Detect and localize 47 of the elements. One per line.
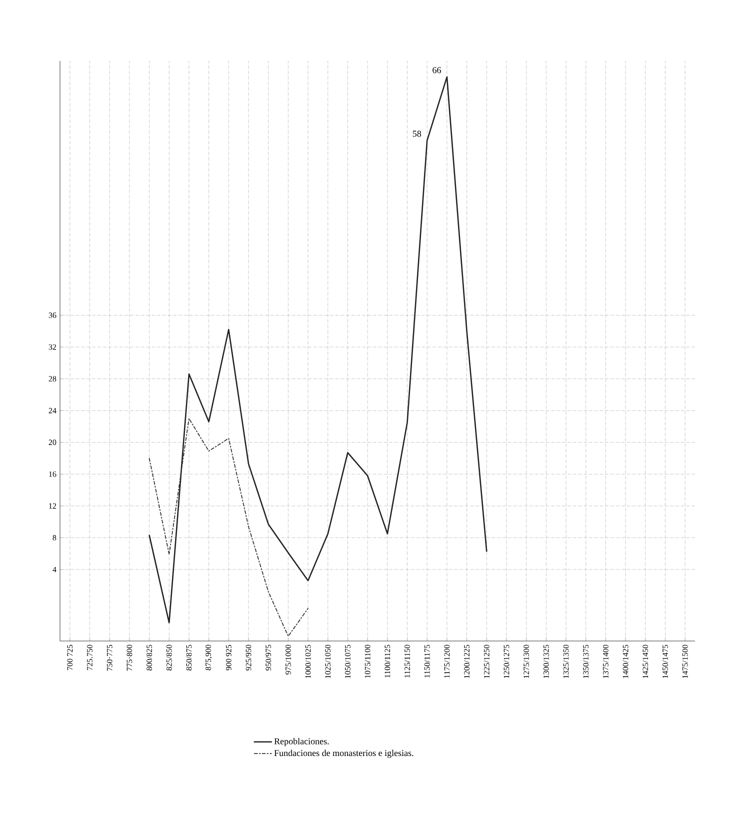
legend-label: Repoblaciones. <box>274 738 329 746</box>
y-tick-label: 20 <box>48 440 56 446</box>
line-series <box>148 418 308 637</box>
x-tick-label: 1225/1250 <box>484 644 490 678</box>
y-tick-label: 32 <box>48 344 56 350</box>
x-tick-label: 1275/1300 <box>524 644 530 678</box>
x-tick-label: 1375/1400 <box>603 644 608 678</box>
x-tick-label: 975/1000 <box>286 644 291 674</box>
x-tick-label: 850/875 <box>186 644 192 670</box>
x-tick-label: 1000/1025 <box>305 644 311 678</box>
data-label: 58 <box>412 130 422 137</box>
y-tick-label: 36 <box>48 312 56 318</box>
x-tick-label: 1400/1425 <box>622 644 628 678</box>
x-tick-label: 825/850 <box>166 644 172 670</box>
x-tick-label: 900 925 <box>226 644 232 670</box>
x-tick-label: 1050/1075 <box>345 644 350 678</box>
x-tick-label: 1200/1225 <box>464 644 470 678</box>
x-tick-label: 1075/1100 <box>364 644 370 678</box>
x-tick-label: 775·800 <box>126 644 132 671</box>
y-tick-label: 16 <box>49 471 56 477</box>
data-label: 66 <box>432 67 441 74</box>
x-tick-label: 725.750 <box>87 644 92 670</box>
x-tick-label: 1250/1275 <box>504 644 510 678</box>
x-tick-label: 1475/1500 <box>682 644 688 678</box>
x-tick-label: 1300/1325 <box>543 644 549 678</box>
x-tick-label: 1100/1125 <box>384 644 390 678</box>
x-tick-label: 1425/1450 <box>642 644 648 678</box>
y-tick-label: 4 <box>52 566 56 572</box>
x-tick-label: 950/975 <box>266 644 272 670</box>
y-tick-label: 8 <box>52 535 56 540</box>
x-tick-label: 875,900 <box>206 644 212 670</box>
x-tick-label: 1350/1375 <box>583 644 589 678</box>
x-tick-label: 800/825 <box>146 644 152 670</box>
x-tick-label: 700 725 <box>67 644 73 670</box>
line-series <box>148 76 488 624</box>
x-tick-label: 1025/1050 <box>325 644 331 678</box>
y-tick-label: 12 <box>49 503 56 509</box>
x-tick-label: 1325/1350 <box>563 644 569 678</box>
x-tick-label: 1175/1200 <box>444 644 450 678</box>
y-tick-label: 24 <box>48 408 56 414</box>
x-tick-label: 1150/1175 <box>424 644 430 678</box>
x-tick-label: 1450/1475 <box>662 644 668 678</box>
x-tick-label: 750·775 <box>106 644 112 671</box>
legend-label: Fundaciones de monasterios e iglesias. <box>274 750 414 758</box>
x-tick-label: 1125/1150 <box>404 644 410 678</box>
x-tick-label: 925/950 <box>246 644 252 670</box>
y-tick-label: 28 <box>48 376 56 382</box>
